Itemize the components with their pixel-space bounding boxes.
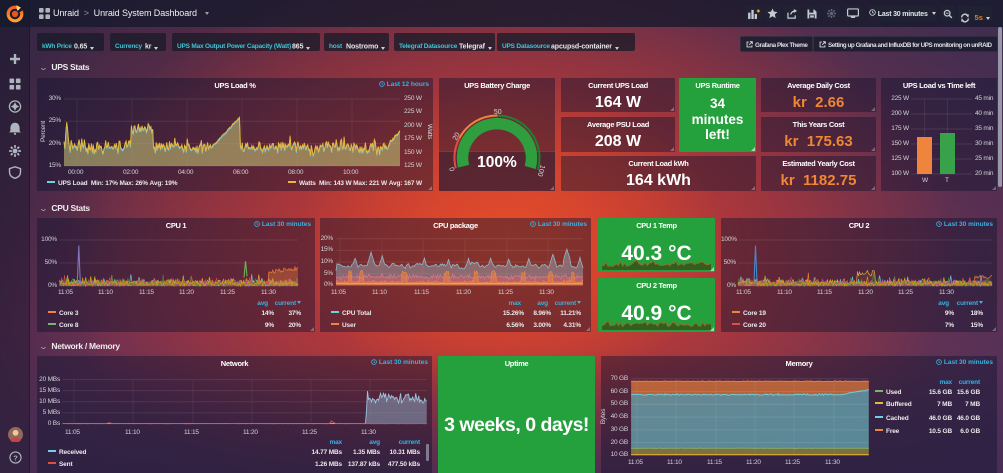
svg-text:0: 0 [449,166,457,172]
svg-text:20: 20 [452,131,462,141]
svg-text:50: 50 [494,109,502,116]
svg-text:?: ? [13,453,18,462]
svg-text:100: 100 [536,164,546,177]
